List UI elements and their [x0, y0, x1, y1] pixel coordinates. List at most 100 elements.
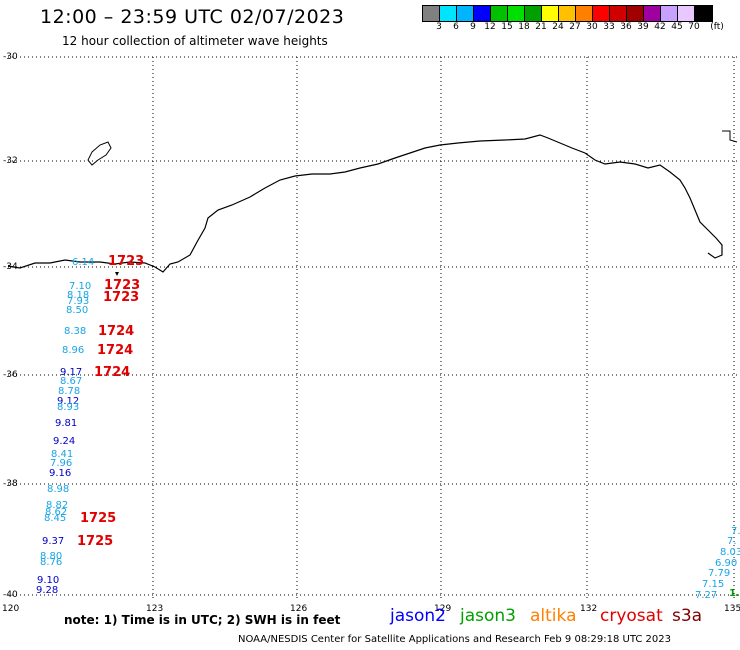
time-label: 1724 — [97, 343, 134, 358]
lat-gridlines — [8, 56, 738, 596]
legend-swatch — [593, 6, 610, 21]
wave-height-obs: 8.45 — [44, 513, 67, 524]
satellite-s3a: s3a — [672, 606, 703, 626]
wave-height-obs: 9.24 — [53, 436, 76, 447]
wave-height-obs: 6.90 — [715, 558, 738, 569]
lat-label: -40 — [3, 590, 18, 600]
coastline — [7, 134, 723, 273]
legend-label: 70 — [688, 22, 700, 32]
time-label: 1723 — [108, 254, 145, 269]
wave-height-obs: 8.50 — [66, 305, 89, 316]
legend-label: 21 — [535, 22, 547, 32]
lon-label: 135 — [724, 604, 740, 614]
legend-swatch — [440, 6, 457, 21]
legend-label: 15 — [501, 22, 513, 32]
wave-height-obs: 7. — [727, 536, 737, 547]
satellite-jason3: jason3 — [460, 606, 516, 626]
wave-height-obs: 7.15 — [702, 579, 725, 590]
wave-height-obs: 8.76 — [40, 557, 63, 568]
lon-label: 126 — [290, 604, 308, 614]
legend-swatch — [423, 6, 440, 21]
legend-swatch — [695, 6, 712, 21]
legend-label: 12 — [484, 22, 496, 32]
wave-height-obs: 9.37 — [42, 536, 65, 547]
wave-height-obs: 9.81 — [55, 418, 78, 429]
lat-label: -32 — [3, 156, 18, 166]
legend-label: 45 — [671, 22, 683, 32]
legend-label: 3 — [436, 22, 442, 32]
wave-height-obs: 8.78 — [58, 386, 81, 397]
wave-height-obs: 1. — [729, 588, 740, 599]
legend-swatch — [525, 6, 542, 21]
coast-fragment — [722, 130, 738, 143]
legend-swatch — [627, 6, 644, 21]
time-label: 1724 — [98, 324, 135, 339]
lat-label: -34 — [3, 262, 18, 272]
legend-label: 24 — [552, 22, 564, 32]
legend-swatch — [457, 6, 474, 21]
wave-height-obs: 8.98 — [47, 484, 70, 495]
wave-height-obs: 8.67 — [60, 376, 83, 387]
wave-height-obs: 7.96 — [50, 458, 73, 469]
lat-label: -30 — [3, 52, 18, 62]
track-marker — [115, 272, 119, 276]
footer-credit: NOAA/NESDIS Center for Satellite Applica… — [238, 634, 671, 645]
legend-swatch — [559, 6, 576, 21]
wave-height-obs: 8.41 — [51, 449, 74, 460]
legend-swatch — [474, 6, 491, 21]
time-label: 1724 — [94, 365, 131, 380]
legend-label: 33 — [603, 22, 615, 32]
legend-label: 6 — [453, 22, 459, 32]
time-label: 1725 — [77, 534, 114, 549]
wave-height-obs: 8.82 — [46, 500, 69, 511]
legend-label: 27 — [569, 22, 581, 32]
page-title: 12:00 – 23:59 UTC 02/07/2023 — [40, 6, 345, 28]
legend-label: 18 — [518, 22, 530, 32]
wave-height-obs: 9.17 — [60, 367, 83, 378]
lat-label: -36 — [3, 370, 18, 380]
units-note: note: 1) Time is in UTC; 2) SWH is in fe… — [64, 613, 341, 627]
legend-swatch — [491, 6, 508, 21]
wave-height-obs: 9.10 — [37, 575, 60, 586]
wave-height-obs: 8.18 — [67, 290, 90, 301]
wave-height-obs: 7.93 — [67, 296, 90, 307]
wave-height-obs: 8.80 — [40, 551, 63, 562]
page-subtitle: 12 hour collection of altimeter wave hei… — [62, 34, 328, 48]
legend-label: 42 — [654, 22, 666, 32]
lon-label: 123 — [146, 604, 164, 614]
legend-swatch — [576, 6, 593, 21]
satellite-cryosat: cryosat — [600, 606, 663, 626]
legend-label: 30 — [586, 22, 598, 32]
wave-height-obs: 8.38 — [64, 326, 87, 337]
wave-height-obs: 8.96 — [62, 345, 85, 356]
legend-swatch — [678, 6, 695, 21]
time-label: 1723 — [103, 290, 140, 305]
legend-swatch — [508, 6, 525, 21]
legend-label: 9 — [470, 22, 476, 32]
legend-label: 36 — [620, 22, 632, 32]
time-label: 1725 — [80, 511, 117, 526]
wave-height-obs: 9.12 — [57, 396, 80, 407]
wave-height-obs: 6.14 — [72, 257, 95, 268]
time-label: 1723 — [104, 278, 141, 293]
wave-height-obs: 8.62 — [45, 507, 68, 518]
lon-label: 129 — [434, 604, 452, 614]
wave-height-obs: 9.28 — [36, 585, 59, 596]
legend-swatch — [542, 6, 559, 21]
satellite-jason2: jason2 — [390, 606, 446, 626]
lon-label: 132 — [580, 604, 598, 614]
legend-unit: (ft) — [710, 22, 724, 32]
wave-height-obs: 7.10 — [69, 281, 92, 292]
wave-height-obs: 7. — [731, 526, 740, 537]
legend-label: 39 — [637, 22, 649, 32]
lon-label: 120 — [2, 604, 20, 614]
wave-height-obs: 8.03 — [720, 547, 740, 558]
wave-height-obs: 7.79 — [708, 568, 731, 579]
island — [87, 141, 112, 166]
legend-swatch — [644, 6, 661, 21]
lon-gridlines — [152, 57, 735, 600]
wave-height-obs: 8.93 — [57, 402, 80, 413]
wave-height-obs: 9.16 — [49, 468, 72, 479]
wave-height-obs: 7.27 — [695, 590, 718, 601]
